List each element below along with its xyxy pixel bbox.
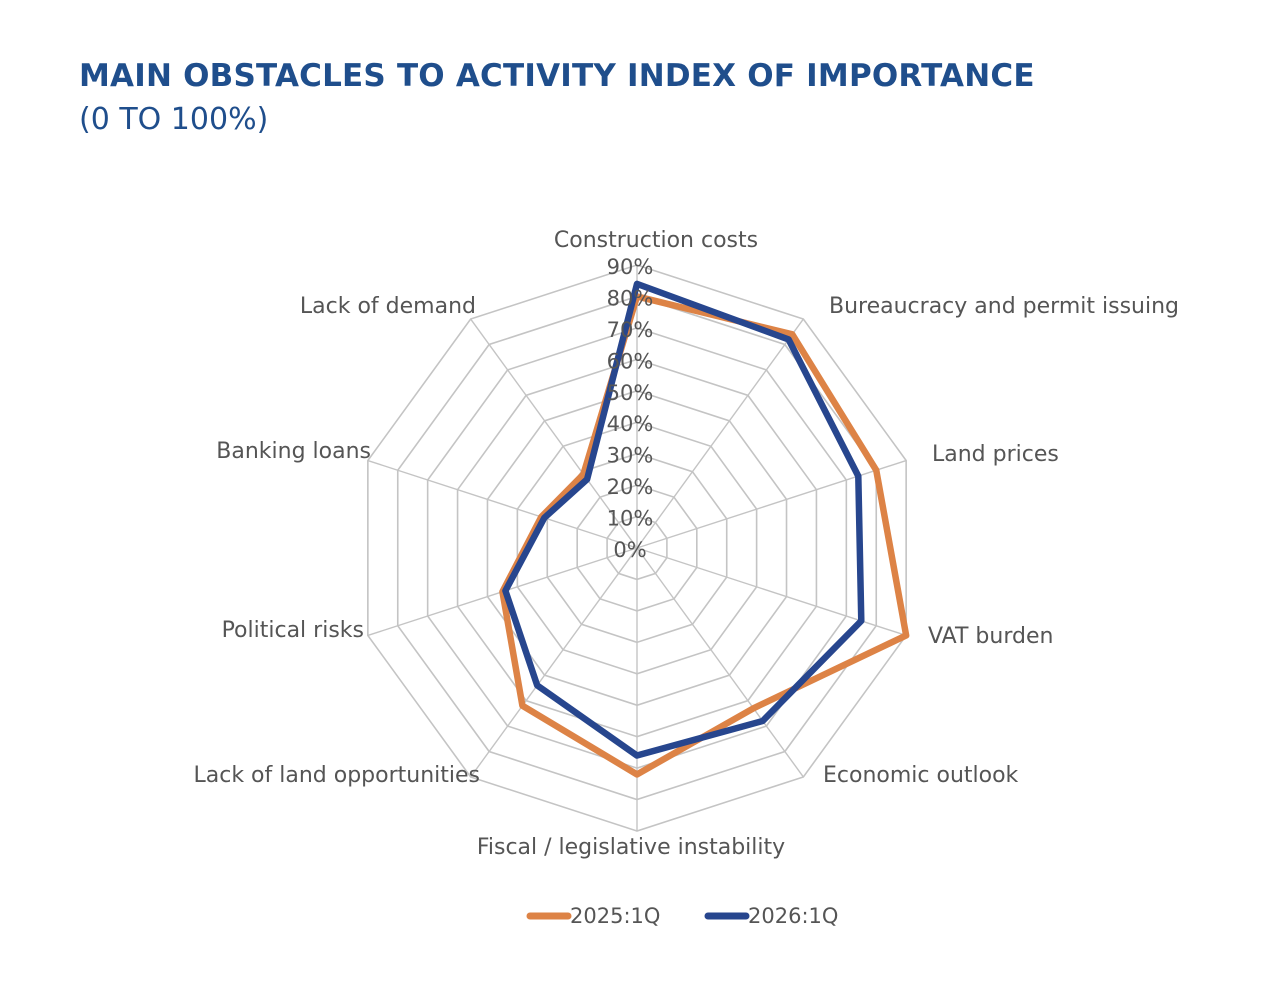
legend-label-2026-1q: 2026:1Q	[748, 904, 838, 928]
tick-label-0: 0%	[613, 538, 646, 562]
category-label-lack-of-demand: Lack of demand	[300, 294, 476, 319]
series-2025-1q	[499, 293, 910, 778]
category-label-banking-loans: Banking loans	[216, 439, 371, 464]
category-label-political-risks: Political risks	[222, 618, 364, 643]
category-labels: Construction costs Bureaucracy and permit…	[193, 228, 1179, 860]
spoke-economic-outlook	[636, 547, 804, 778]
category-label-economic-outlook: Economic outlook	[823, 763, 1019, 788]
category-label-land-prices: Land prices	[932, 442, 1059, 467]
tick-label-80: 80%	[607, 286, 654, 310]
spoke-banking-loans	[367, 459, 638, 549]
spoke-land-prices	[636, 459, 907, 549]
tick-label-40: 40%	[607, 412, 654, 436]
category-label-lack-of-land-opportunities: Lack of land opportunities	[193, 763, 480, 788]
category-label-vat-burden: VAT burden	[928, 624, 1053, 649]
tick-label-60: 60%	[607, 349, 654, 373]
tick-label-50: 50%	[607, 381, 654, 405]
spoke-lack-of-demand	[470, 318, 638, 549]
category-label-bureaucracy-and-permit-issuing: Bureaucracy and permit issuing	[829, 294, 1179, 319]
tick-label-10: 10%	[607, 507, 654, 531]
spoke-lack-of-land-opportunities	[470, 547, 638, 778]
spoke-bureaucracy-and-permit-issuing	[636, 318, 804, 549]
tick-label-20: 20%	[607, 475, 654, 499]
radar-grid	[367, 264, 907, 832]
chart-subtitle: (0 TO 100%)	[79, 102, 269, 137]
radial-ticks: 0% 10% 20% 30% 40% 50% 60% 70% 80% 90%	[607, 255, 654, 562]
radar-series	[499, 280, 910, 778]
series-2026-1q	[502, 280, 865, 759]
chart-legend: 2025:1Q 2026:1Q	[526, 904, 838, 928]
tick-label-70: 70%	[607, 318, 654, 342]
legend-label-2025-1q: 2025:1Q	[570, 904, 660, 928]
category-label-construction-costs: Construction costs	[554, 228, 758, 253]
chart-title: MAIN OBSTACLES TO ACTIVITY INDEX OF IMPO…	[79, 58, 1035, 94]
spoke-vat-burden	[636, 547, 907, 637]
tick-label-90: 90%	[607, 255, 654, 279]
tick-label-30: 30%	[607, 444, 654, 468]
category-label-fiscal-legislative-instability: Fiscal / legislative instability	[477, 835, 785, 860]
